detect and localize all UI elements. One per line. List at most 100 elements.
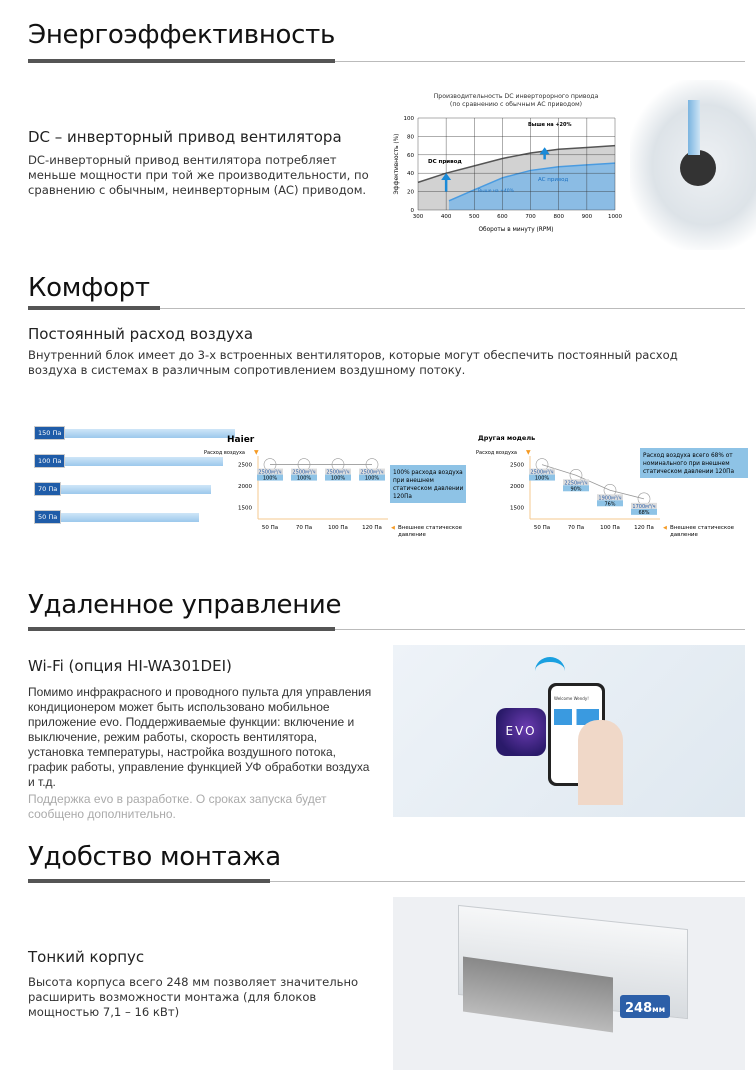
value-box xyxy=(359,468,385,475)
value-box xyxy=(257,468,283,475)
percent-label: 100% xyxy=(263,476,278,482)
title-underline xyxy=(28,306,160,310)
duct: 50 Па xyxy=(30,510,199,524)
divider xyxy=(160,308,745,309)
dimension-unit: мм xyxy=(652,1005,666,1014)
height-dimension-badge: 248мм xyxy=(620,995,671,1018)
x-tick: 50 Па xyxy=(534,525,550,531)
x-tick: 1000 xyxy=(608,214,622,220)
x-tick: 900 xyxy=(582,214,593,220)
value-box xyxy=(631,502,657,509)
duct-pipe xyxy=(60,429,235,438)
percent-label: 68% xyxy=(638,510,649,516)
efficiency-chart: Производительность DC инверторорного при… xyxy=(394,93,622,233)
title-underline xyxy=(28,59,335,63)
series-area-1 xyxy=(448,163,615,210)
pressure-label: 150 Па xyxy=(34,426,66,440)
x-axis-label: Обороты в минуту (RPM) xyxy=(478,227,553,233)
pressure-label: 100 Па xyxy=(34,454,66,468)
wifi-icon xyxy=(535,657,565,685)
remote-text: Помимо инфракрасного и проводного пульта… xyxy=(28,685,373,822)
annotation: Выше на +40% xyxy=(478,188,515,194)
x-axis-label: Внешнее статическое xyxy=(398,525,463,531)
data-label: 2500м³/ч xyxy=(326,470,349,476)
y-tick: 1500 xyxy=(238,505,252,511)
chart-title: Haier xyxy=(227,435,255,445)
chart-title: Другая модель xyxy=(478,434,535,442)
x-tick: 800 xyxy=(553,214,564,220)
remote-note: Поддержка evo в разработке. О сроках зап… xyxy=(28,792,327,821)
y-axis-label: Расход воздуха xyxy=(476,450,517,456)
x-axis-label: Внешнее статическое xyxy=(670,525,735,531)
data-label: 2500м³/ч xyxy=(530,470,553,476)
x-tick: 120 Па xyxy=(362,525,382,531)
hand xyxy=(578,720,623,805)
x-tick: 700 xyxy=(525,214,536,220)
ducts-illustration: 150 Па 100 Па 70 Па 50 Па xyxy=(30,420,235,525)
y-tick: 0 xyxy=(411,208,415,214)
divider xyxy=(335,61,745,62)
data-label: 1900м³/ч xyxy=(598,495,621,501)
duct-pipe xyxy=(60,457,223,466)
percent-label: 100% xyxy=(297,476,312,482)
y-tick: 60 xyxy=(407,153,414,159)
note-text: статическом давлении 120Па xyxy=(643,469,735,475)
percent-label: 100% xyxy=(331,476,346,482)
evo-logo: EVO xyxy=(505,724,537,738)
x-tick: 120 Па xyxy=(634,525,654,531)
chart-title: Производительность DC инверторорного при… xyxy=(434,93,599,100)
series-line xyxy=(541,464,645,500)
data-label: 2500м³/ч xyxy=(258,470,281,476)
note-text: 120Па xyxy=(393,494,412,500)
unit-image: 248мм xyxy=(393,897,745,1070)
data-label: 2250м³/ч xyxy=(564,480,587,486)
section-title-comfort: Комфорт xyxy=(28,273,150,303)
x-tick: 70 Па xyxy=(568,525,584,531)
motor-shaft xyxy=(688,100,700,155)
x-tick: 100 Па xyxy=(600,525,620,531)
value-box xyxy=(563,479,589,486)
section-title-energy: Энергоэффективность xyxy=(28,20,335,50)
value-box xyxy=(325,468,351,475)
phone-greeting: Welcome Wendy! xyxy=(554,696,589,701)
x-tick: 50 Па xyxy=(262,525,278,531)
x-tick: 300 xyxy=(413,214,424,220)
percent-box xyxy=(529,474,555,481)
y-tick: 100 xyxy=(404,116,415,122)
value-box xyxy=(291,468,317,475)
arrow-left-icon: ◀ xyxy=(391,525,395,531)
arrow-down-icon: ▼ xyxy=(254,449,259,456)
percent-box xyxy=(257,474,283,481)
percent-label: 100% xyxy=(535,476,550,482)
x-axis-label: давление xyxy=(398,532,426,538)
y-tick: 40 xyxy=(407,171,414,177)
duct: 150 Па xyxy=(30,426,235,440)
divider xyxy=(335,629,745,630)
subtitle-wifi: Wi-Fi (опция HI-WA301DEI) xyxy=(28,657,232,675)
data-label: 2500м³/ч xyxy=(360,470,383,476)
note-text: номинального при внешнем xyxy=(643,461,730,467)
up-arrow-icon xyxy=(539,147,550,155)
percent-box xyxy=(563,485,589,492)
percent-label: 90% xyxy=(570,486,581,492)
series-line-0 xyxy=(417,144,616,184)
x-tick: 600 xyxy=(497,214,508,220)
airflow-chart-haier: Haier Расход воздуха ▼ 1500 2000 2500 2500м³/ч… xyxy=(204,435,466,538)
percent-label: 76% xyxy=(604,501,615,507)
divider xyxy=(270,881,745,882)
install-body: Высота корпуса всего 248 мм позволяет зн… xyxy=(28,975,359,1020)
airflow-chart-other: Другая модель Расход воздуха ▼ 1500 2000 2500… xyxy=(476,434,748,538)
dimension-value: 248 xyxy=(625,1001,653,1016)
pressure-label: 70 Па xyxy=(34,482,62,496)
section-title-remote: Удаленное управление xyxy=(28,590,342,620)
note-text: 100% расхода воздуха xyxy=(393,470,463,476)
duct: 70 Па xyxy=(30,482,211,496)
x-tick: 500 xyxy=(469,214,480,220)
note-text: при внешнем xyxy=(393,478,434,484)
evo-app-image: EVO Welcome Wendy! xyxy=(393,645,745,817)
data-label: 2500м³/ч xyxy=(292,470,315,476)
x-tick: 400 xyxy=(441,214,452,220)
annotation: Выше на +20% xyxy=(528,122,572,128)
note-text: Расход воздуха всего 68% от xyxy=(643,453,733,459)
series-label-ac: AC привод xyxy=(538,177,569,183)
